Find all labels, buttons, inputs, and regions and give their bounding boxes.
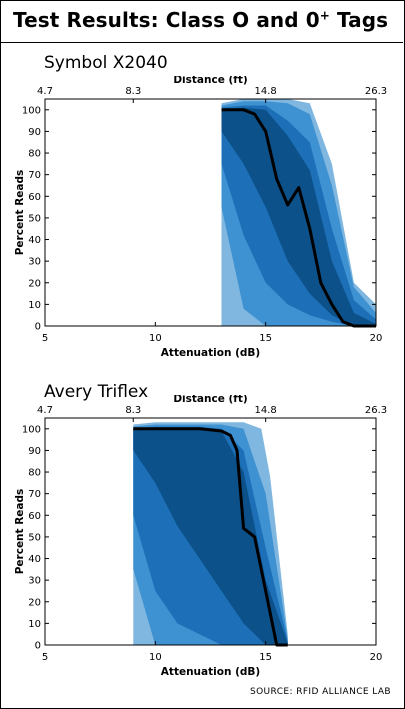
x-axis-title: Attenuation (dB): [161, 347, 260, 359]
x-tick-label: 5: [42, 333, 48, 344]
y-tick-label: 100: [22, 424, 41, 435]
top-tick-label: 8.3: [125, 405, 141, 416]
y-axis-title: Percent Reads: [14, 489, 26, 575]
x-tick-label: 5: [42, 652, 48, 663]
chart-title-avery: Avery Triflex: [44, 382, 149, 402]
top-axis-title: Distance (ft): [173, 395, 247, 405]
top-tick-label: 4.7: [37, 405, 53, 416]
top-tick-label: 14.8: [255, 86, 277, 97]
y-tick-label: 100: [22, 105, 41, 116]
x-tick-label: 15: [259, 652, 272, 663]
page-title: Test Results: Class O and 0+ Tags: [13, 8, 388, 32]
y-tick-label: 40: [28, 554, 41, 565]
top-tick-label: 4.7: [37, 86, 53, 97]
top-tick-label: 26.3: [365, 405, 387, 416]
y-tick-label: 30: [28, 257, 41, 268]
y-tick-label: 90: [28, 446, 41, 457]
y-axis-title: Percent Reads: [14, 170, 26, 256]
median-line: [133, 427, 288, 647]
y-tick-label: 20: [28, 597, 41, 608]
top-tick-label: 26.3: [365, 86, 387, 97]
y-tick-label: 40: [28, 235, 41, 246]
y-tick-label: 70: [28, 489, 41, 500]
y-tick-label: 20: [28, 278, 41, 289]
chart-avery-triflex: 0 10 20 30 40 50 60 70 80 90 100 5 10 15 20 4.7 8.3 14.8 2…: [14, 395, 387, 678]
top-tick-label: 8.3: [125, 86, 141, 97]
plot-frame: [44, 417, 377, 646]
y-tick-label: 30: [28, 576, 41, 587]
y-tick-label: 80: [28, 468, 41, 479]
x-tick-label: 10: [149, 652, 162, 663]
y-tick-label: 0: [35, 322, 41, 333]
title-superscript: +: [319, 8, 330, 23]
median-line: [221, 108, 376, 328]
chart-title-symbol: Symbol X2040: [44, 53, 168, 73]
plot-frame: [44, 98, 377, 327]
x-tick-label: 20: [370, 652, 383, 663]
y-tick-label: 50: [28, 532, 41, 543]
y-tick-label: 80: [28, 149, 41, 160]
title-tail-text: Tags: [329, 8, 389, 32]
y-tick-label: 90: [28, 127, 41, 138]
percentile-band-4: [133, 428, 288, 645]
x-axis-title: Attenuation (dB): [161, 666, 260, 678]
y-tick-label: 0: [35, 641, 41, 652]
top-tick-label: 14.8: [255, 405, 277, 416]
top-axis-title: Distance (ft): [173, 76, 247, 86]
percentile-band-4: [221, 107, 376, 326]
title-main-text: Test Results: Class O and 0: [13, 8, 320, 32]
y-tick-label: 10: [28, 300, 41, 311]
y-tick-label: 50: [28, 213, 41, 224]
x-tick-label: 20: [370, 333, 383, 344]
source-note: SOURCE: RFID ALLIANCE LAB: [249, 687, 391, 697]
chart-symbol-x2040: 0 10 20 30 40 50 60 70 80 90 100 5 10 15 20 4.7 8.3 14.8 2…: [14, 76, 387, 359]
y-tick-label: 60: [28, 511, 41, 522]
title-bar: Test Results: Class O and 0+ Tags: [0, 0, 403, 43]
y-tick-label: 60: [28, 192, 41, 203]
x-tick-label: 10: [149, 333, 162, 344]
x-tick-label: 15: [259, 333, 272, 344]
y-tick-label: 10: [28, 619, 41, 630]
y-tick-label: 70: [28, 170, 41, 181]
